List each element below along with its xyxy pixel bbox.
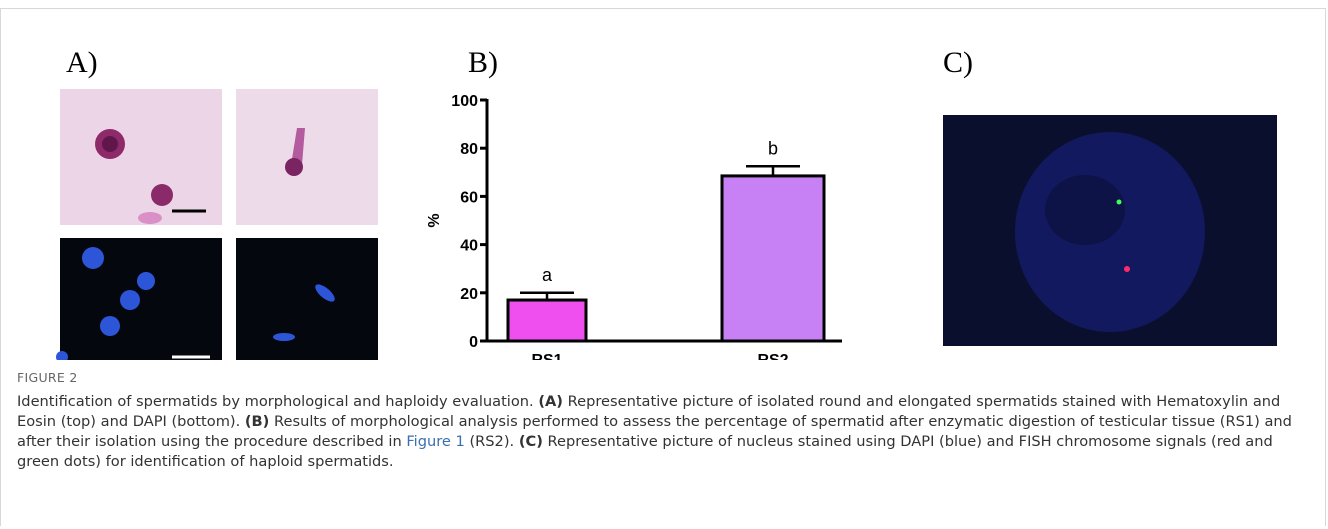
caption-part: (C) — [518, 433, 543, 450]
panel-label: A) — [66, 46, 98, 79]
caption-part: Identification of spermatids by morpholo… — [17, 393, 539, 410]
x-tick-label: RS1 — [531, 352, 562, 360]
micrograph-he-round — [60, 89, 222, 225]
caption-part: Representative picture of nucleus staine… — [17, 433, 1273, 470]
caption-text: Identification of spermatids by morpholo… — [17, 392, 1307, 472]
caption-part: (A) — [538, 393, 563, 410]
figure-frame — [0, 8, 1326, 526]
caption-part: Representative picture of isolated round… — [17, 393, 1281, 430]
caption-part: (B) — [244, 413, 270, 430]
annotation: b — [768, 138, 778, 158]
micrograph-fish — [943, 115, 1277, 346]
caption-part: (RS2). — [464, 433, 519, 450]
bar — [506, 298, 588, 343]
micrograph-dapi-elongated — [236, 238, 378, 360]
caption: FIGURE 2 Identification of spermatids by… — [17, 368, 1307, 472]
bar — [720, 174, 826, 343]
caption-label: FIGURE 2 — [17, 370, 78, 385]
y-tick-label: 20 — [460, 286, 478, 303]
figure: A) B) C) 0 20 40 60 80 100% RS1 a RS2 b — [56, 46, 1277, 360]
caption-part: Results of morphological analysis perfor… — [17, 413, 1292, 450]
y-axis-label: % — [426, 213, 443, 227]
panel-label: C) — [943, 46, 973, 79]
annotation: a — [542, 265, 553, 285]
y-tick-label: 80 — [460, 141, 478, 158]
y-tick-label: 40 — [460, 238, 478, 255]
y-tick-label: 60 — [460, 189, 478, 206]
micrograph-dapi-round — [56, 238, 222, 360]
micrograph-he-elongated — [236, 89, 378, 225]
x-tick-label: RS2 — [757, 352, 788, 360]
y-tick-label: 100 — [451, 93, 478, 110]
y-tick-label: 0 — [469, 334, 478, 351]
panel-label: B) — [468, 46, 498, 79]
figure-link[interactable]: Figure 1 — [406, 433, 465, 450]
